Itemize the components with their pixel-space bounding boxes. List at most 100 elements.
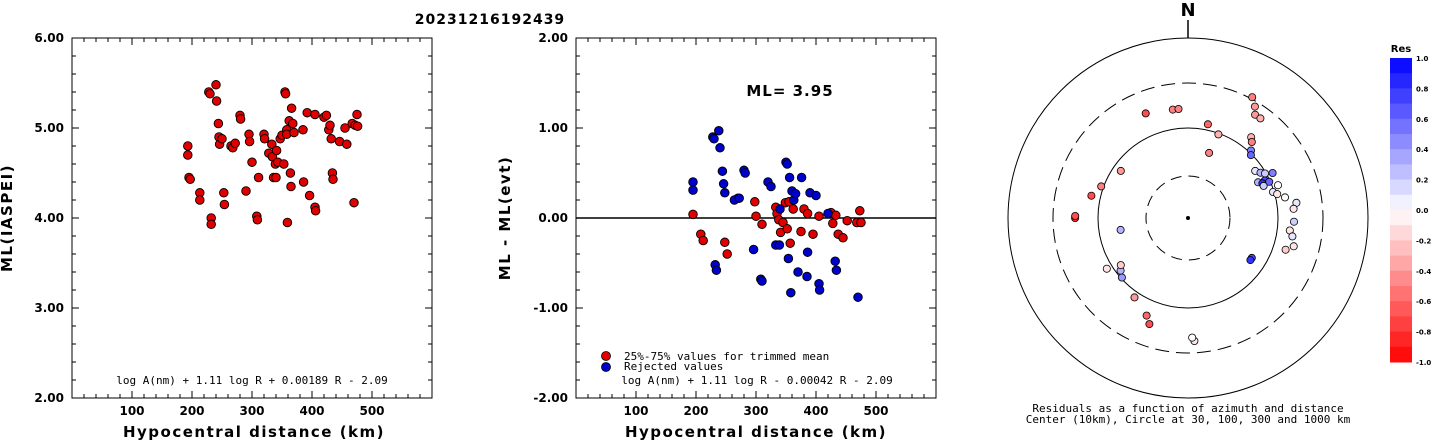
colorbar-cell — [1390, 194, 1412, 211]
rejected-point — [714, 125, 724, 136]
legend-marker-rejected — [601, 362, 611, 372]
y-tick-label: -1.00 — [533, 301, 568, 315]
data-point — [241, 186, 251, 196]
data-point — [252, 215, 263, 225]
data-point — [183, 150, 193, 160]
legend: 25%-75% values for trimmed mean Rejected… — [601, 350, 829, 373]
rejected-point — [748, 244, 759, 255]
residual-point — [1188, 333, 1197, 342]
data-point — [247, 157, 257, 167]
ml-annotation: ML= 3.95 — [746, 82, 833, 100]
trimmed-point — [750, 197, 760, 207]
residual-point — [1265, 177, 1274, 186]
trimmed-point — [720, 237, 730, 248]
x-tick-label: 100 — [119, 404, 144, 418]
rejected-point — [688, 177, 698, 187]
data-points — [688, 125, 866, 302]
y-tick-label: 6.00 — [34, 31, 64, 45]
colorbar-cell — [1390, 179, 1412, 196]
colorbar-cell — [1390, 270, 1412, 287]
trimmed-point — [842, 215, 852, 226]
residual-point — [1141, 109, 1150, 118]
colorbar-cell — [1390, 225, 1412, 241]
x-tick-label: 300 — [239, 404, 264, 418]
data-point — [219, 199, 230, 210]
residual-point — [1174, 105, 1183, 114]
residual-vs-distance-panel: -2.00 -1.00 0.00 1.00 2.00 100 200 300 400 500 ML… — [496, 31, 937, 441]
colorbar-tick-label: 1.0 — [1416, 55, 1429, 63]
rejected-point — [782, 159, 792, 169]
colorbar-cell — [1390, 134, 1412, 150]
data-point — [349, 197, 359, 208]
residual-point — [1281, 245, 1290, 254]
residual-point — [1288, 232, 1297, 241]
y-tick-label: 3.00 — [34, 301, 64, 315]
trimmed-point — [751, 211, 761, 221]
colorbar-tick-label: 0.0 — [1416, 207, 1429, 215]
y-tick-label: 0.00 — [538, 211, 568, 225]
residual-point — [1117, 273, 1126, 282]
axis-ticks: 2.00 3.00 4.00 5.00 6.00 100 200 300 400 500 — [34, 31, 432, 418]
colorbar-ticks: 1.0 0.8 0.6 0.4 0.2 0.0 -0.2 -0.4 -0.6 -0.8 -1.0 — [1416, 55, 1431, 367]
colorbar-tick-label: -0.4 — [1416, 268, 1431, 276]
residual-point — [1274, 181, 1283, 190]
data-point — [328, 174, 338, 185]
data-point — [326, 134, 336, 144]
colorbar-cell — [1390, 103, 1412, 120]
trimmed-point — [838, 233, 848, 243]
x-tick-label: 500 — [359, 404, 384, 418]
data-point — [352, 121, 363, 131]
data-point — [286, 181, 296, 192]
data-point — [244, 136, 255, 147]
data-point — [211, 80, 221, 90]
data-point — [219, 188, 229, 198]
x-tick-label: 300 — [743, 404, 768, 418]
rejected-point — [711, 265, 722, 275]
residual-point — [1071, 211, 1080, 220]
residual-point — [1203, 120, 1212, 129]
circle-30km — [1145, 175, 1231, 261]
residual-point — [1250, 102, 1259, 111]
circle-1000km — [1007, 37, 1369, 399]
x-tick-label: 400 — [299, 404, 324, 418]
trimmed-point — [808, 229, 818, 239]
rejected-point — [783, 253, 794, 264]
data-point — [185, 174, 195, 185]
colorbar-tick-label: -0.6 — [1416, 298, 1431, 306]
residual-point — [1259, 181, 1268, 190]
trimmed-point — [688, 209, 698, 220]
colorbar-tick-label: 0.6 — [1416, 116, 1429, 124]
residual-point — [1142, 311, 1151, 320]
y-tick-label: 5.00 — [34, 121, 64, 135]
y-tick-label: 1.00 — [538, 121, 568, 135]
colorbar-cell — [1390, 210, 1412, 226]
residual-point — [1256, 114, 1265, 123]
trimmed-point — [796, 226, 806, 237]
residual-point — [1214, 130, 1223, 139]
colorbar-cell — [1390, 164, 1412, 181]
y-tick-label: 2.00 — [538, 31, 568, 45]
residual-point — [1273, 190, 1282, 199]
trimmed-point — [698, 235, 708, 246]
colorbar-cell — [1390, 73, 1412, 89]
rejected-point — [715, 143, 725, 153]
legend-label-rejected: Rejected values — [624, 360, 723, 373]
trimmed-point — [788, 204, 798, 214]
colorbar-tick-label: -0.8 — [1416, 329, 1431, 337]
trimmed-point — [782, 224, 792, 234]
center-dot — [1186, 216, 1190, 220]
residual-point — [1261, 169, 1270, 178]
residual-point — [1205, 148, 1214, 157]
rejected-point — [793, 267, 803, 277]
formula-label: log A(nm) + 1.11 log R + 0.00189 R - 2.0… — [116, 374, 388, 387]
residual-point — [1247, 137, 1256, 146]
data-point — [298, 125, 308, 135]
rejected-point — [688, 185, 698, 195]
rejected-point — [823, 208, 833, 219]
colorbar-cell — [1390, 346, 1412, 363]
residual-point — [1289, 242, 1298, 251]
data-point — [205, 89, 215, 99]
data-point — [213, 118, 224, 129]
rejected-point — [853, 292, 863, 302]
data-point — [342, 139, 352, 149]
